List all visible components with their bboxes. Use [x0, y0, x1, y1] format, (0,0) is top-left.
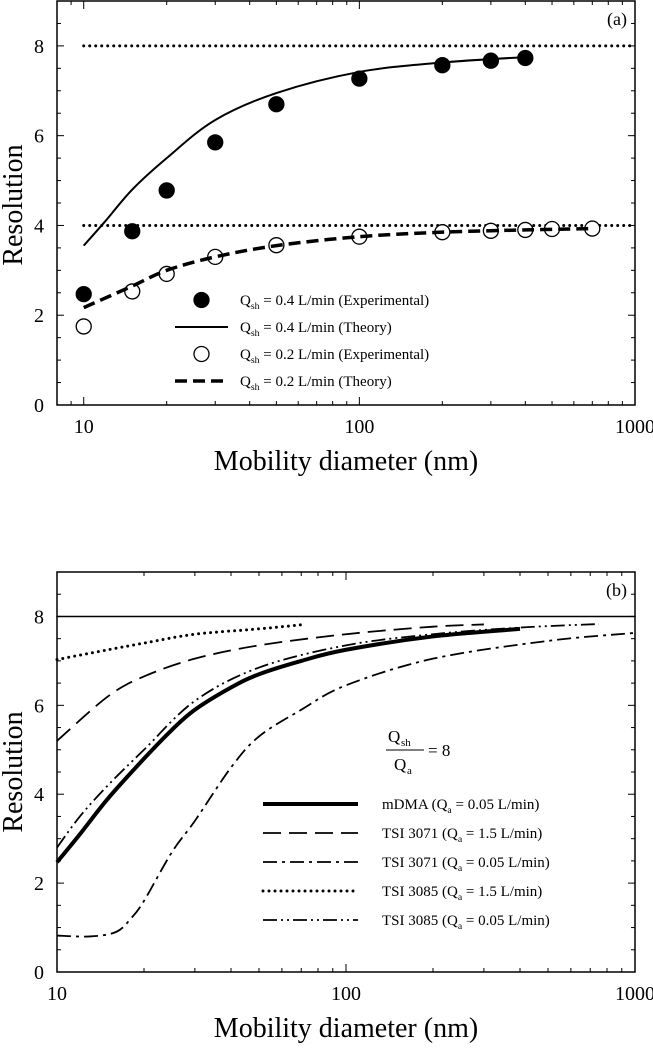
legend-text-rest: = 0.2 L/min (Experimental): [260, 347, 430, 363]
x-axis-label: Mobility diameter (nm): [214, 446, 478, 477]
series-line: [56, 623, 599, 849]
series-line: [56, 631, 636, 938]
annotation-text: Q: [388, 727, 400, 746]
y-axis-label: Resolution: [0, 711, 29, 832]
data-point: [434, 57, 451, 74]
legend-text-rest: = 0.2 L/min (Theory): [260, 374, 392, 390]
legend-text-subscript: a: [458, 834, 463, 845]
series-1: [56, 623, 484, 742]
x-tick-label: 10: [47, 983, 67, 1005]
legend-text-rest: = 1.5 L/min): [462, 826, 542, 842]
y-tick-label: 6: [34, 126, 44, 148]
data-point: [75, 318, 92, 335]
series-line: [82, 56, 526, 247]
legend-text-main: mDMA (Q: [382, 797, 448, 813]
legend-entry: mDMA (Qa = 0.05 L/min): [382, 797, 539, 816]
y-tick-label: 0: [34, 962, 44, 984]
legend-entry: TSI 3071 (Qa = 1.5 L/min): [382, 826, 542, 845]
legend: Qsh = 0.4 L/min (Experimental)Qsh = 0.4 …: [175, 291, 429, 393]
legend-text-subscript: a: [458, 921, 463, 932]
legend-entry: Qsh = 0.4 L/min (Experimental): [240, 293, 429, 312]
data-point: [124, 283, 141, 300]
series-line: [55, 622, 307, 662]
legend-text-main: Q: [240, 374, 251, 390]
legend-text-main: TSI 3085 (Q: [382, 884, 458, 900]
data-point: [158, 182, 175, 199]
x-tick-label: 100: [344, 416, 374, 438]
series-line: [55, 626, 521, 864]
y-tick-label: 2: [34, 873, 44, 895]
series-0: [75, 49, 534, 303]
annotation-text: Q: [394, 755, 406, 774]
y-tick-label: 8: [34, 606, 44, 628]
data-point: [75, 285, 92, 303]
x-tick-label: 1000: [615, 416, 653, 438]
series-3: [83, 226, 593, 310]
annotation-text: sh: [401, 737, 411, 749]
legend-text-main: TSI 3071 (Q: [382, 855, 458, 871]
legend-text-subscript: sh: [251, 382, 260, 393]
legend-text-subscript: sh: [251, 355, 260, 366]
legend-entry: TSI 3085 (Qa = 1.5 L/min): [382, 884, 542, 903]
y-tick-label: 6: [34, 695, 44, 717]
chart-panel-a: 0 2 4 6 8 10 100 1000 Mobility diameter (nm) Reso…: [0, 0, 653, 477]
legend-text-rest: = 0.05 L/min): [462, 855, 550, 871]
chart-panel-b: 0 2 4 6 8 10 100 1000 Mobility diameter (nm) Reso…: [0, 571, 653, 1044]
series-0: [55, 626, 521, 864]
plot-frame: [56, 571, 636, 973]
legend-text-subscript: sh: [251, 328, 260, 339]
data-point: [482, 52, 500, 69]
legend-text-subscript: sh: [251, 301, 260, 312]
legend-text-rest: = 0.05 L/min): [462, 913, 550, 929]
annotation-text: = 8: [428, 741, 450, 760]
legend-text-rest: = 0.4 L/min (Experimental): [260, 293, 430, 309]
legend-text-subscript: a: [458, 863, 463, 874]
y-tick-label: 4: [34, 784, 44, 806]
legend-entry: Qsh = 0.4 L/min (Theory): [240, 320, 392, 339]
x-tick-label: 10: [74, 416, 94, 438]
legend: mDMA (Qa = 0.05 L/min)TSI 3071 (Qa = 1.5…: [261, 797, 550, 932]
x-axis-label: Mobility diameter (nm): [214, 1013, 478, 1044]
legend-text-rest: = 1.5 L/min): [462, 884, 542, 900]
panel-label: (b): [606, 580, 627, 601]
x-tick-label: 100: [331, 983, 361, 1005]
series-line: [56, 623, 484, 742]
legend-text-subscript: a: [458, 892, 463, 903]
legend-text-rest: = 0.4 L/min (Theory): [260, 320, 392, 336]
x-tick-label: 1000: [615, 983, 653, 1005]
y-tick-label: 8: [34, 36, 44, 58]
series-2: [75, 220, 601, 335]
legend-text-main: TSI 3071 (Q: [382, 826, 458, 842]
y-tick-label: 4: [34, 215, 44, 237]
legend-text-rest: = 0.05 L/min): [452, 797, 540, 813]
legend-marker: [193, 291, 210, 309]
y-tick-label: 2: [34, 305, 44, 327]
series-2: [56, 631, 636, 938]
y-axis-label: Resolution: [0, 144, 29, 265]
legend-text-main: Q: [240, 347, 251, 363]
data-point: [124, 223, 141, 240]
annotation-text: a: [407, 765, 412, 777]
panel-label: (a): [607, 9, 627, 30]
series-line: [83, 226, 593, 310]
plot-frame: [56, 0, 636, 406]
data-point: [207, 134, 224, 151]
legend-entry: Qsh = 0.2 L/min (Theory): [240, 374, 392, 393]
legend-text-main: TSI 3085 (Q: [382, 913, 458, 929]
legend-text-main: Q: [240, 293, 251, 309]
legend-text-main: Q: [240, 320, 251, 336]
series-3: [55, 622, 307, 662]
legend-entry: TSI 3071 (Qa = 0.05 L/min): [382, 855, 550, 874]
legend-marker: [193, 345, 210, 363]
legend-text-subscript: a: [447, 805, 452, 816]
series-4: [56, 623, 599, 849]
data-point: [268, 96, 285, 113]
legend-entry: TSI 3085 (Qa = 0.05 L/min): [382, 913, 550, 932]
series-1: [82, 56, 526, 247]
legend-entry: Qsh = 0.2 L/min (Experimental): [240, 347, 429, 366]
y-tick-label: 0: [34, 395, 44, 417]
